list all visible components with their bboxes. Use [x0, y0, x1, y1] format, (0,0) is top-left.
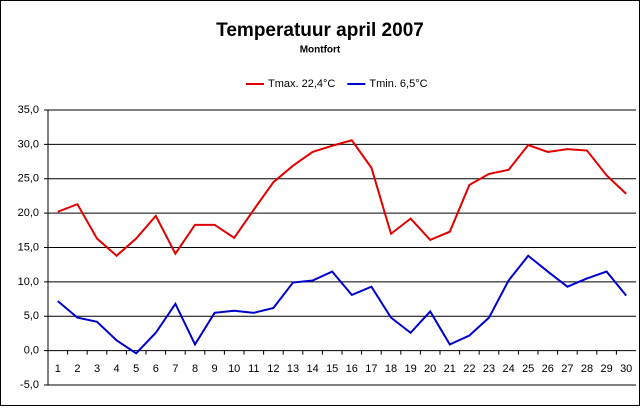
- y-tick-label: 15,0: [18, 241, 39, 253]
- x-tick-label: 3: [94, 363, 100, 375]
- x-tick-label: 16: [346, 363, 358, 375]
- x-tick-label: 27: [561, 363, 573, 375]
- x-tick-label: 2: [74, 363, 80, 375]
- chart-title: Temperatuur april 2007: [216, 20, 424, 41]
- series-line: [57, 254, 627, 355]
- x-tick-label: 24: [502, 363, 514, 375]
- x-tick-label: 8: [192, 363, 198, 375]
- x-tick-label: 29: [600, 363, 612, 375]
- y-tick-label: 0,0: [24, 345, 39, 357]
- x-tick-label: 23: [483, 363, 495, 375]
- x-tick-label: 21: [444, 363, 456, 375]
- y-tick-label: -5,0: [20, 379, 39, 391]
- y-tick-label: 35,0: [18, 104, 39, 116]
- x-tick-label: 12: [267, 363, 279, 375]
- legend-label: Tmax. 22,4°C: [268, 78, 335, 90]
- x-tick-label: 9: [212, 363, 218, 375]
- x-tick-label: 28: [581, 363, 593, 375]
- x-tick-label: 19: [404, 363, 416, 375]
- y-tick-label: 5,0: [24, 310, 39, 322]
- y-tick-label: 25,0: [18, 173, 39, 185]
- chart-subtitle: Montfort: [300, 45, 341, 56]
- x-tick-label: 18: [385, 363, 397, 375]
- x-tick-label: 4: [114, 363, 120, 375]
- legend-label: Tmin. 6,5°C: [369, 78, 427, 90]
- x-tick-label: 1: [55, 363, 61, 375]
- x-tick-label: 6: [153, 363, 159, 375]
- y-tick-label: 30,0: [18, 138, 39, 150]
- x-tick-label: 17: [365, 363, 377, 375]
- x-tick-label: 13: [287, 363, 299, 375]
- x-tick-label: 15: [326, 363, 338, 375]
- y-tick-label: 10,0: [18, 276, 39, 288]
- x-tick-label: 22: [463, 363, 475, 375]
- x-tick-label: 10: [228, 363, 240, 375]
- series-line: [57, 139, 627, 258]
- x-tick-label: 14: [306, 363, 318, 375]
- x-tick-label: 30: [620, 363, 632, 375]
- x-tick-label: 5: [133, 363, 139, 375]
- x-tick-label: 25: [522, 363, 534, 375]
- x-tick-label: 26: [542, 363, 554, 375]
- x-tick-label: 7: [172, 363, 178, 375]
- x-tick-label: 11: [248, 363, 259, 375]
- x-tick-label: 20: [424, 363, 436, 375]
- y-tick-label: 20,0: [18, 207, 39, 219]
